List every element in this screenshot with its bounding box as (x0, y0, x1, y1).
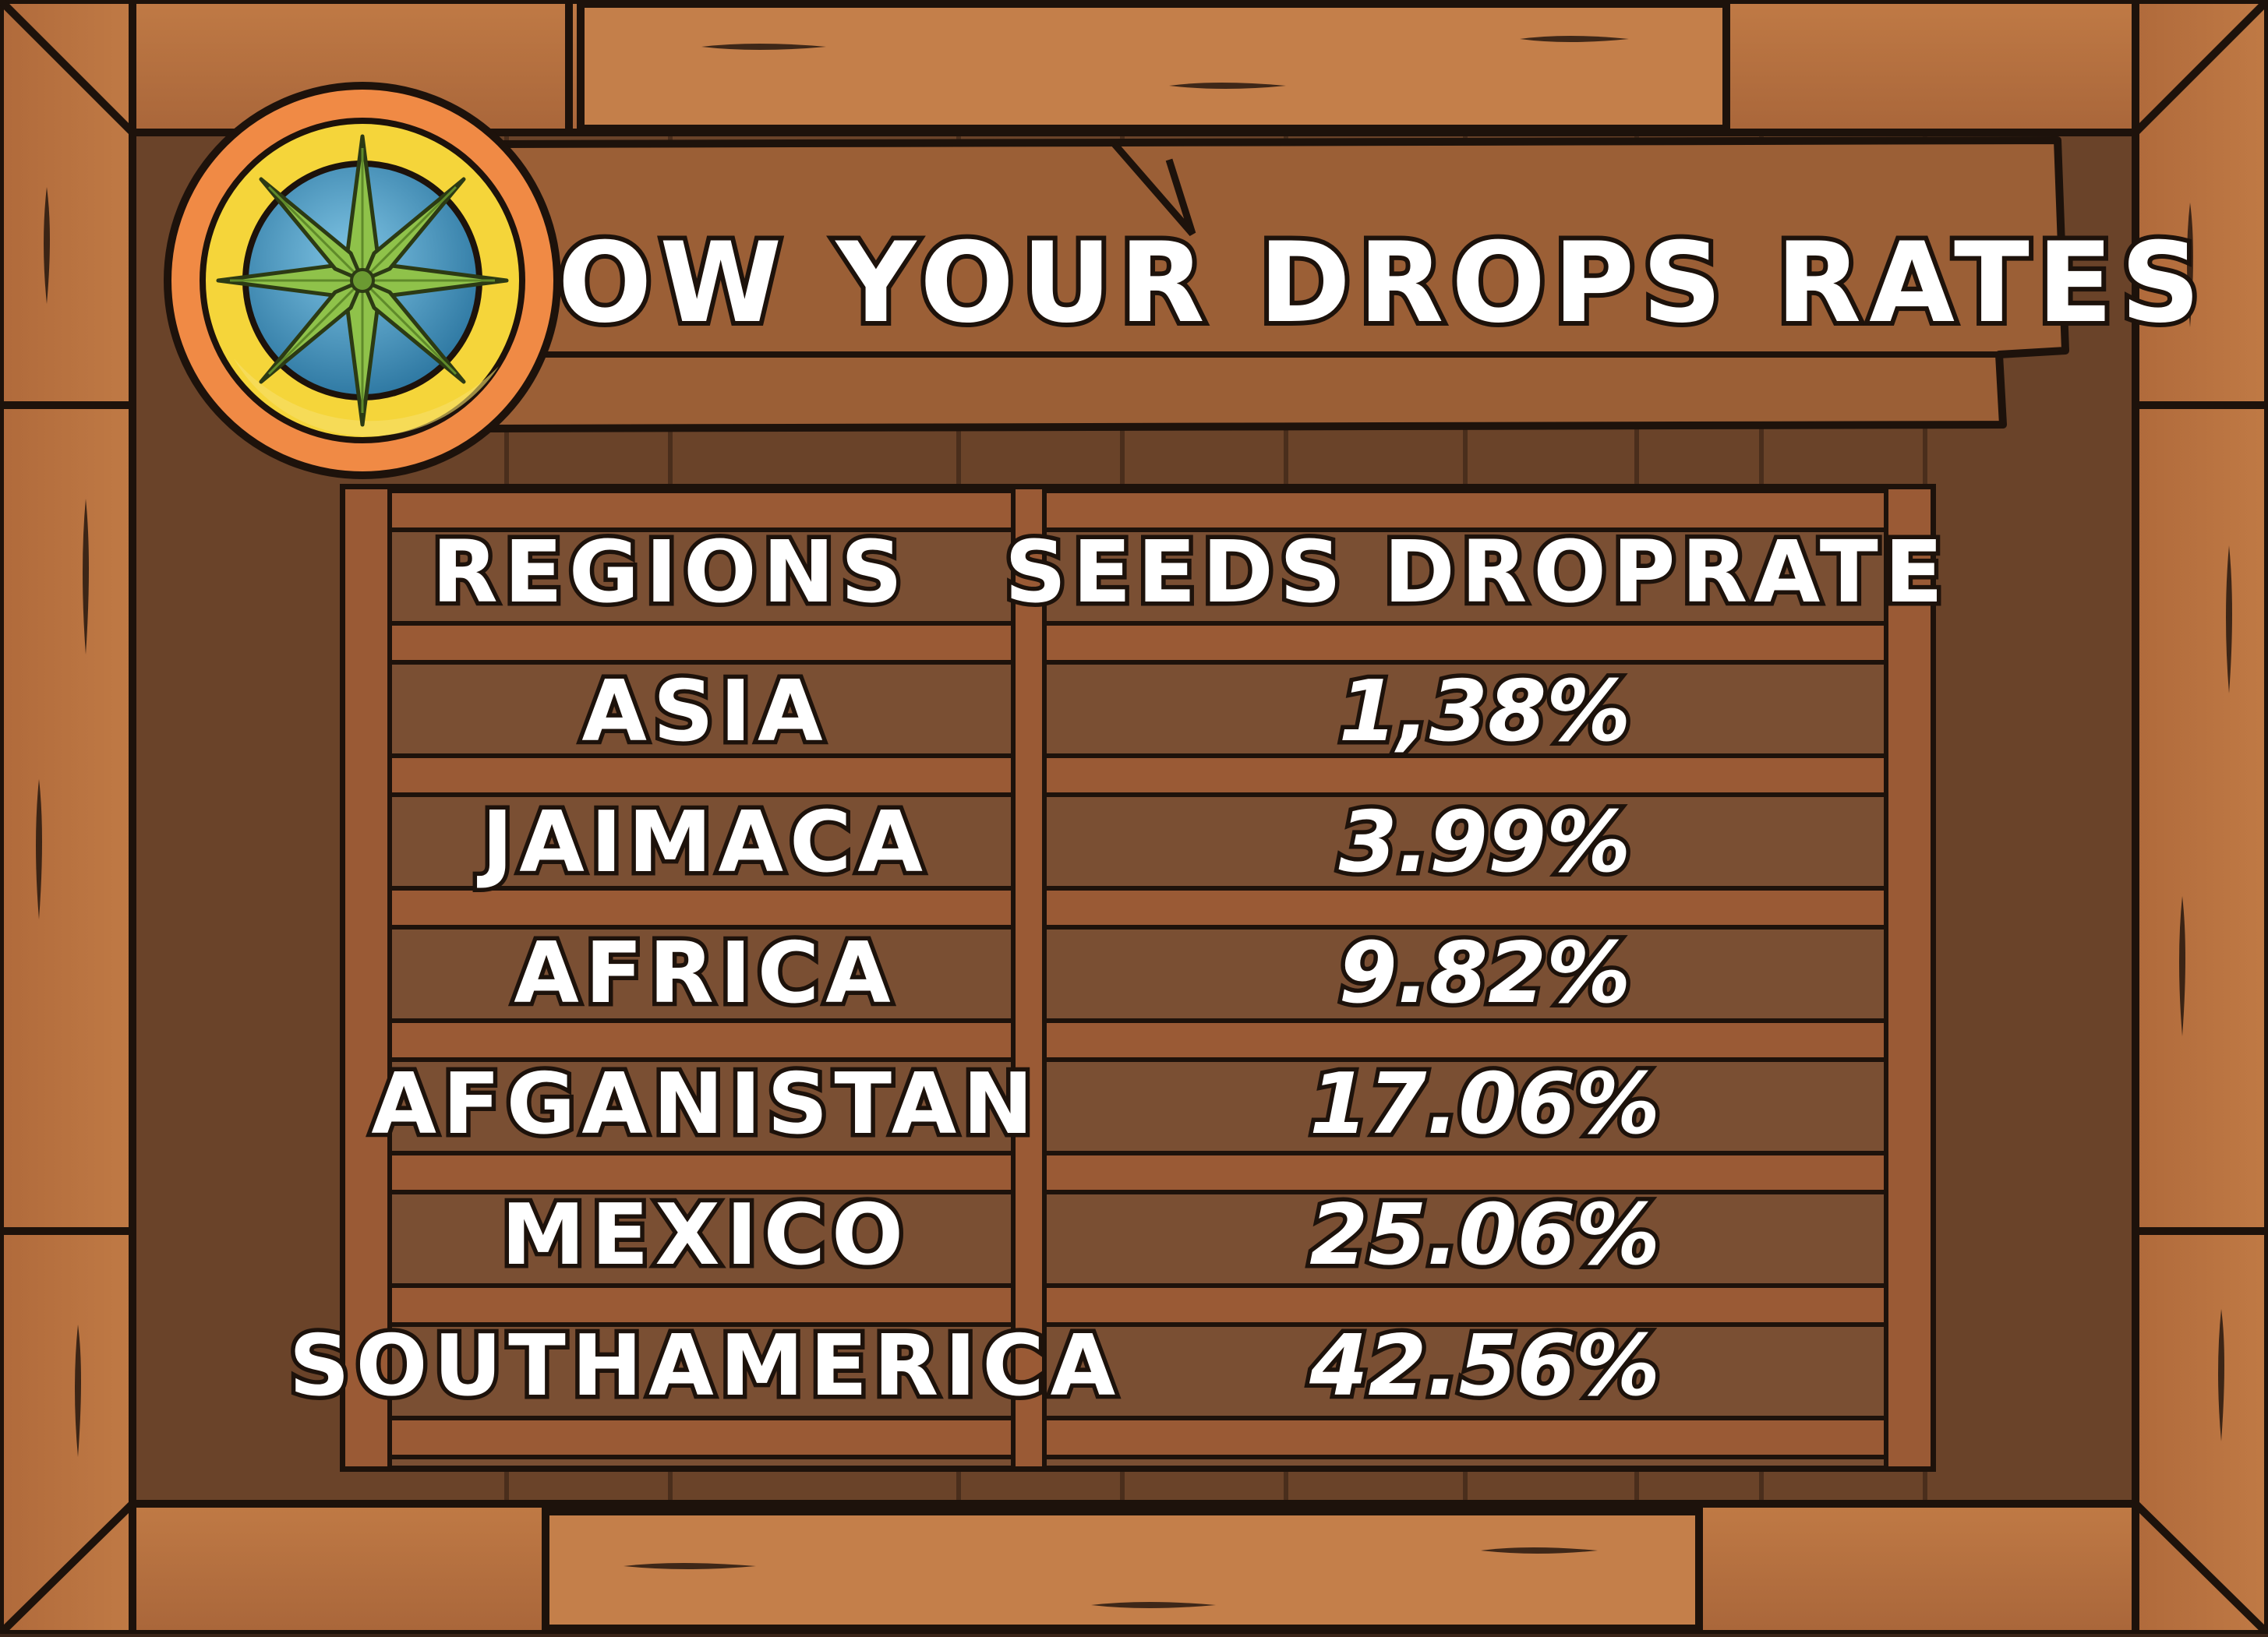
region-cell: MEXICO (501, 1187, 910, 1284)
region-cell: JAIMACA (476, 794, 929, 891)
emblem (164, 82, 561, 479)
droprate-cell: 42.56% (1309, 1318, 1660, 1415)
region-cell: SOUTHAMERICA (289, 1318, 1122, 1415)
header-seeds-droprate: SEEDS DROPRATE (1005, 522, 1949, 622)
title-text: KNOW YOUR DROPS RATES (364, 219, 2208, 348)
droprate-cell: 1,38% (1339, 663, 1631, 760)
table-post (1884, 485, 1935, 1471)
table-rail (341, 753, 1935, 797)
droprate-cell: 9.82% (1339, 925, 1631, 1022)
cannabis-leaf-compass-icon (216, 134, 509, 427)
table-row: JAIMACA 3.99% (472, 790, 1635, 896)
table-row: ASIA 1,38% (578, 659, 1635, 765)
table-row: SOUTHAMERICA 42.56% (284, 1314, 1664, 1420)
table-row: MEXICO 25.06% (497, 1183, 1665, 1289)
table-rail (341, 1416, 1935, 1459)
table-rail (341, 1018, 1935, 1062)
droprate-cell: 17.06% (1309, 1056, 1660, 1153)
title-banner: KNOW YOUR DROPS RATES (359, 136, 2208, 432)
region-cell: AFRICA (514, 925, 897, 1022)
table-row: AFGANISTAN 17.06% (367, 1052, 1665, 1158)
region-cell: AFGANISTAN (371, 1056, 1039, 1153)
droprate-cell: 3.99% (1339, 794, 1631, 891)
wood-grain (36, 36, 2232, 1608)
header-regions: REGIONS (432, 522, 909, 622)
table-row: AFRICA 9.82% (510, 921, 1635, 1027)
region-cell: ASIA (581, 663, 828, 760)
table-rail (341, 621, 1935, 665)
table-rail (341, 1283, 1935, 1327)
droprate-cell: 25.06% (1309, 1187, 1660, 1284)
table-post (1011, 485, 1047, 1471)
table-rail (341, 886, 1935, 930)
table-post (341, 485, 392, 1471)
drop-rate-table: ASIA 1,38% JAIMACA 3.99% AFRICA 9.82% AFGANIST… (284, 484, 1949, 1472)
